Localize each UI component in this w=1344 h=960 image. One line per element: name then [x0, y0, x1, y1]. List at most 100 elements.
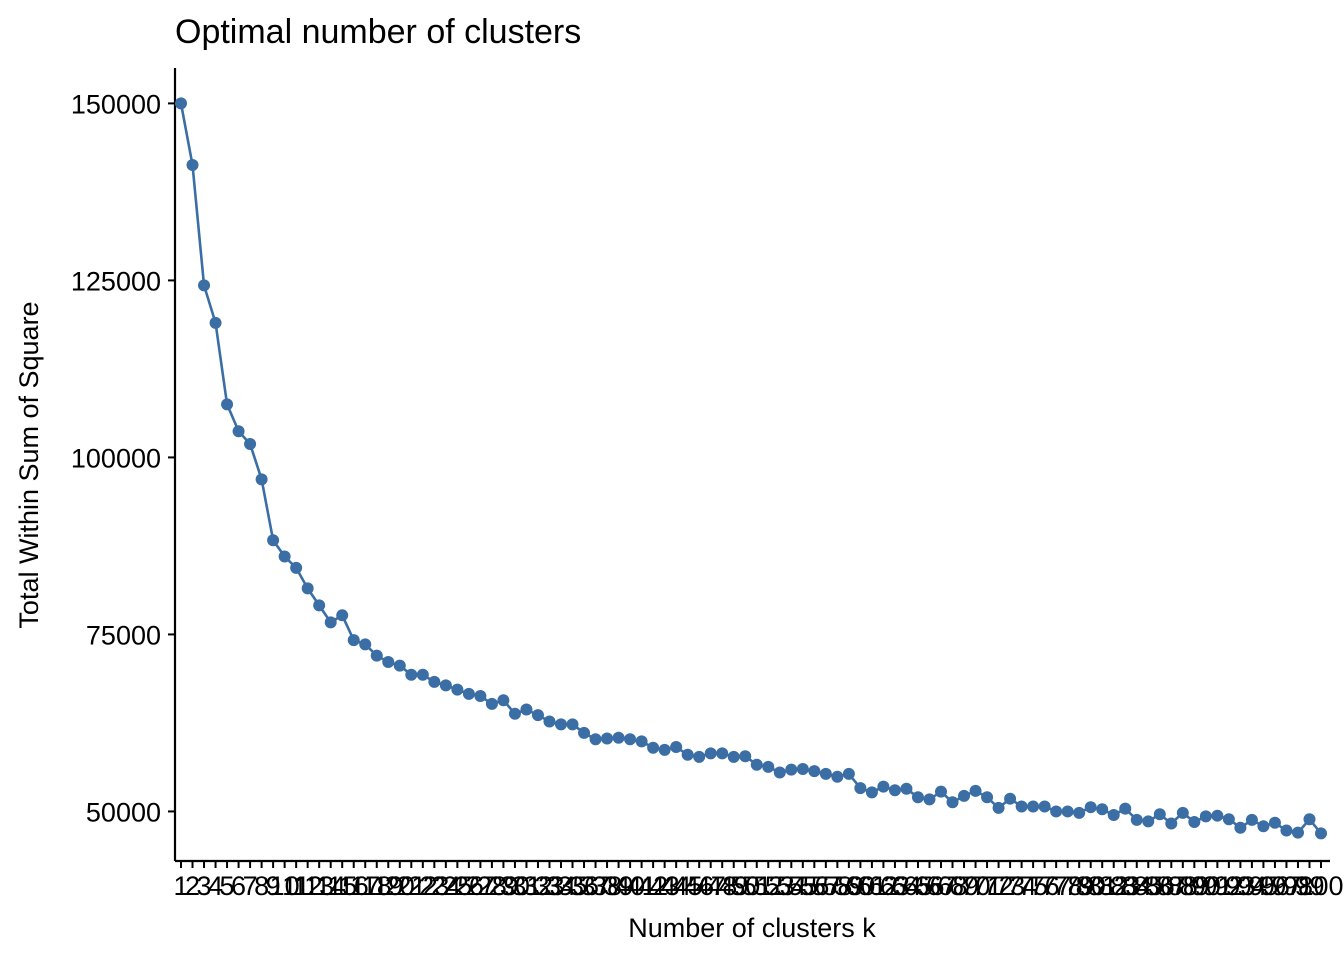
x-tick-label: 42 [638, 871, 668, 901]
x-tick-label: 99 [1294, 871, 1324, 901]
data-point [313, 599, 326, 612]
data-point [485, 697, 498, 710]
x-tick-label: 38 [592, 871, 622, 901]
chart-title: Optimal number of clusters [175, 13, 581, 51]
x-tick-label: 81 [1087, 871, 1117, 901]
data-point [1119, 802, 1132, 815]
x-tick-label: 55 [788, 871, 818, 901]
data-point [1188, 816, 1201, 829]
x-tick-label: 16 [339, 871, 369, 901]
data-point [555, 718, 567, 731]
data-point [1153, 808, 1166, 821]
data-point [198, 279, 211, 292]
x-tick-label: 56 [799, 871, 829, 901]
data-point [716, 747, 729, 760]
data-point [1199, 810, 1212, 823]
y-tick-label: 75000 [86, 620, 161, 650]
data-point [877, 780, 890, 793]
x-tick-label: 75 [1018, 871, 1048, 901]
x-tick-label: 70 [961, 871, 991, 901]
data-point [1268, 816, 1281, 829]
data-point [301, 582, 314, 595]
x-tick-label: 36 [569, 871, 599, 901]
data-point [923, 793, 936, 806]
series-points [175, 97, 1327, 840]
data-point [1096, 803, 1109, 816]
x-tick-label: 74 [1007, 871, 1037, 901]
data-point [1211, 809, 1224, 822]
data-point [359, 638, 372, 651]
x-tick-label: 60 [845, 871, 875, 901]
x-tick-label: 84 [1122, 871, 1152, 901]
data-point [1303, 813, 1316, 826]
data-point [209, 316, 222, 329]
x-tick-label: 58 [822, 871, 852, 901]
data-point [1280, 824, 1293, 837]
x-tick-label: 48 [707, 871, 737, 901]
x-axis: 1234567891011121314151617181920212223242… [173, 859, 1344, 901]
data-point [416, 668, 429, 681]
x-tick-label: 23 [419, 871, 449, 901]
y-tick-label: 125000 [71, 266, 161, 296]
x-tick-label: 47 [696, 871, 726, 901]
data-point [946, 796, 959, 809]
data-point [347, 634, 360, 647]
x-tick-label: 8 [254, 871, 269, 901]
x-tick-label: 19 [373, 871, 403, 901]
data-point [796, 762, 809, 775]
x-tick-label: 49 [719, 871, 749, 901]
x-tick-label: 5 [220, 871, 235, 901]
x-ticks: 1234567891011121314151617181920212223242… [173, 861, 1344, 901]
data-point [808, 765, 821, 778]
x-tick-label: 32 [523, 871, 553, 901]
data-point [439, 679, 452, 692]
data-point [762, 760, 775, 773]
x-tick-label: 35 [557, 871, 587, 901]
data-point [267, 534, 280, 547]
x-tick-label: 76 [1030, 871, 1060, 901]
x-tick-label: 45 [673, 871, 703, 901]
x-tick-label: 10 [270, 871, 300, 901]
data-point [1165, 817, 1178, 830]
y-ticks: 50000 75000 100000 125000 150000 [71, 89, 175, 827]
x-tick-label: 15 [327, 871, 357, 901]
x-tick-label: 25 [442, 871, 472, 901]
data-point [175, 97, 187, 110]
x-tick-label: 11 [282, 871, 310, 901]
x-tick-label: 67 [926, 871, 956, 901]
data-point [566, 718, 579, 731]
data-point [531, 709, 544, 722]
x-tick-label: 43 [650, 871, 680, 901]
data-point [451, 683, 464, 696]
x-tick-label: 93 [1225, 871, 1255, 901]
data-point [842, 767, 855, 780]
data-point [1073, 806, 1086, 819]
x-tick-label: 1 [173, 871, 188, 901]
x-tick-label: 52 [753, 871, 783, 901]
x-tick-label: 71 [972, 871, 1002, 901]
x-tick-label: 79 [1064, 871, 1094, 901]
x-tick-label: 100 [1298, 871, 1343, 901]
x-tick-label: 20 [385, 871, 415, 901]
x-tick-label: 86 [1145, 871, 1175, 901]
data-point [935, 785, 947, 798]
x-tick-label: 83 [1110, 871, 1140, 901]
x-tick-label: 90 [1191, 871, 1221, 901]
data-point [324, 616, 337, 629]
data-point [750, 758, 763, 771]
x-tick-label: 6 [231, 871, 246, 901]
x-tick-label: 69 [949, 871, 979, 901]
x-tick-label: 87 [1156, 871, 1186, 901]
data-point [1084, 801, 1097, 814]
data-point [462, 687, 475, 700]
data-point [601, 732, 614, 745]
x-tick-label: 34 [546, 871, 576, 901]
x-tick-label: 18 [362, 871, 392, 901]
x-tick-label: 24 [431, 871, 461, 901]
data-point [739, 750, 752, 763]
x-tick-label: 66 [914, 871, 944, 901]
x-tick-label: 92 [1214, 871, 1244, 901]
x-tick-label: 53 [765, 871, 795, 901]
x-tick-label: 73 [995, 871, 1025, 901]
